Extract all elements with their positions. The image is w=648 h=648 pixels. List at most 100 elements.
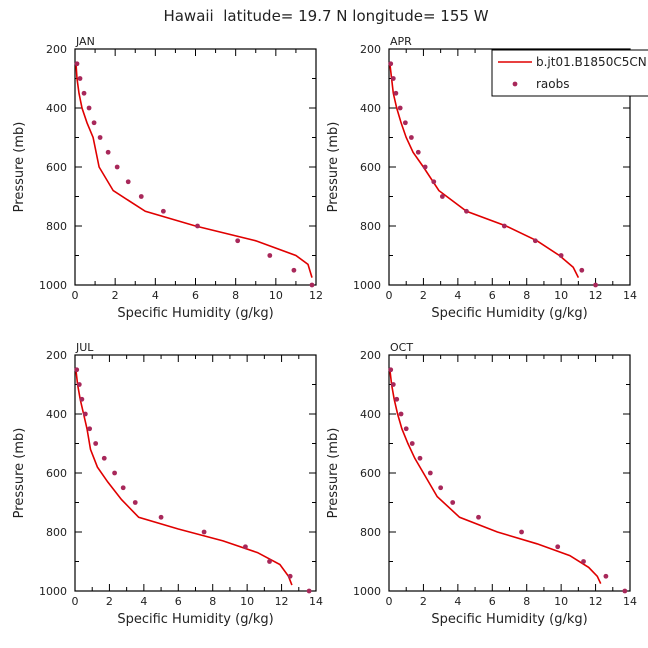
x-tick-label: 0 — [72, 595, 79, 608]
raobs-point — [388, 367, 394, 373]
raobs-point — [390, 382, 396, 387]
x-tick-label: 8 — [523, 595, 530, 608]
y-tick-label: 200 — [46, 349, 67, 362]
y-tick-label: 400 — [46, 102, 67, 115]
raobs-point — [243, 544, 248, 550]
raobs-point — [398, 411, 404, 417]
raobs-point — [77, 76, 83, 81]
raobs-point — [125, 179, 131, 185]
legend: b.jt01.B1850C5CN raobs — [491, 49, 648, 97]
raobs-point — [394, 396, 400, 402]
y-tick-label: 400 — [360, 102, 381, 115]
x-tick-label: 4 — [140, 595, 147, 608]
raobs-point — [74, 61, 80, 67]
x-tick-label: 14 — [309, 595, 323, 608]
x-tick-label: 12 — [589, 595, 603, 608]
x-tick-label: 12 — [309, 289, 323, 302]
y-tick-label: 800 — [46, 220, 67, 233]
raobs-point — [603, 573, 609, 579]
raobs-point — [82, 411, 88, 417]
x-tick-label: 8 — [523, 289, 530, 302]
x-tick-label: 2 — [420, 289, 427, 302]
x-tick-label: 2 — [112, 289, 119, 302]
raobs-point — [555, 544, 561, 550]
raobs-point — [132, 500, 138, 505]
raobs-point — [579, 267, 585, 273]
raobs-point — [76, 382, 82, 387]
raobs-point — [558, 253, 564, 258]
raobs-point — [388, 61, 394, 67]
y-tick-label: 800 — [360, 526, 381, 539]
plot-frame — [388, 354, 631, 592]
x-tick-label: 0 — [386, 595, 393, 608]
y-tick-label: 1000 — [39, 279, 67, 292]
legend-model-label: b.jt01.B1850C5CN — [536, 55, 647, 69]
y-axis-label: Pressure (mb) — [326, 122, 341, 213]
raobs-point — [402, 120, 408, 126]
x-tick-label: 14 — [623, 595, 637, 608]
panel-title: JAN — [75, 35, 95, 48]
y-tick-label: 200 — [46, 43, 67, 56]
x-tick-label: 8 — [209, 595, 216, 608]
x-tick-label: 6 — [175, 595, 182, 608]
raobs-point — [87, 426, 93, 432]
raobs-point — [105, 149, 111, 155]
raobs-point — [195, 223, 200, 229]
raobs-point — [476, 514, 481, 520]
panel-title: APR — [390, 35, 412, 48]
raobs-point — [415, 149, 421, 155]
raobs-point — [438, 485, 444, 491]
y-tick-label: 200 — [360, 43, 381, 56]
model-series-line — [389, 369, 602, 584]
x-tick-label: 10 — [554, 595, 568, 608]
raobs-point — [86, 105, 92, 111]
y-axis-label: Pressure (mb) — [326, 428, 341, 519]
x-tick-label: 4 — [152, 289, 159, 302]
x-tick-label: 6 — [489, 289, 496, 302]
raobs-point — [81, 90, 87, 96]
raobs-point — [450, 500, 456, 505]
y-tick-label: 800 — [360, 220, 381, 233]
panel-oct: OCT 0 2 4 6 8 10 12 14 200 400 600 800 1000 Specific H… — [326, 341, 637, 627]
x-tick-label: 6 — [489, 595, 496, 608]
x-tick-label: 0 — [386, 289, 393, 302]
panel-title: OCT — [390, 341, 413, 354]
legend-box — [491, 49, 648, 97]
raobs-point — [138, 194, 144, 199]
x-tick-label: 6 — [192, 289, 199, 302]
raobs-point — [93, 441, 99, 446]
x-tick-label: 4 — [454, 595, 461, 608]
panel-jul: JUL 0 2 4 6 8 10 12 14 200 400 600 800 1000 Specific H… — [12, 341, 323, 627]
raobs-point — [79, 396, 85, 402]
model-series-line — [75, 369, 293, 586]
y-tick-label: 600 — [360, 161, 381, 174]
x-tick-label: 2 — [420, 595, 427, 608]
y-tick-label: 800 — [46, 526, 67, 539]
y-tick-label: 1000 — [353, 279, 381, 292]
figure-title: Hawaii latitude= 19.7 N longitude= 155 W — [163, 7, 488, 25]
raobs-point — [101, 455, 107, 461]
raobs-point — [417, 455, 423, 461]
panel-jan: JAN 0 2 4 6 8 10 12 200 400 600 800 1000 Specific Hum… — [12, 35, 323, 321]
raobs-point — [532, 238, 538, 244]
panel-title: JUL — [75, 341, 94, 354]
raobs-point — [403, 426, 409, 432]
raobs-point — [390, 76, 396, 81]
raobs-point — [309, 282, 315, 288]
x-tick-label: 10 — [554, 289, 568, 302]
panel-apr: APR 0 2 4 6 8 10 12 14 200 400 600 800 1000 Specific H… — [326, 35, 637, 321]
y-axis-label: Pressure (mb) — [12, 122, 27, 213]
legend-obs-label: raobs — [536, 77, 570, 91]
x-axis-label: Specific Humidity (g/kg) — [431, 306, 587, 321]
raobs-point — [427, 470, 433, 476]
y-tick-label: 600 — [360, 467, 381, 480]
y-axis-label: Pressure (mb) — [12, 428, 27, 519]
raobs-point — [91, 120, 97, 126]
raobs-point — [408, 135, 414, 140]
raobs-point — [501, 223, 507, 229]
raobs-point — [431, 179, 437, 185]
x-tick-label: 10 — [269, 289, 283, 302]
y-tick-label: 400 — [360, 408, 381, 421]
